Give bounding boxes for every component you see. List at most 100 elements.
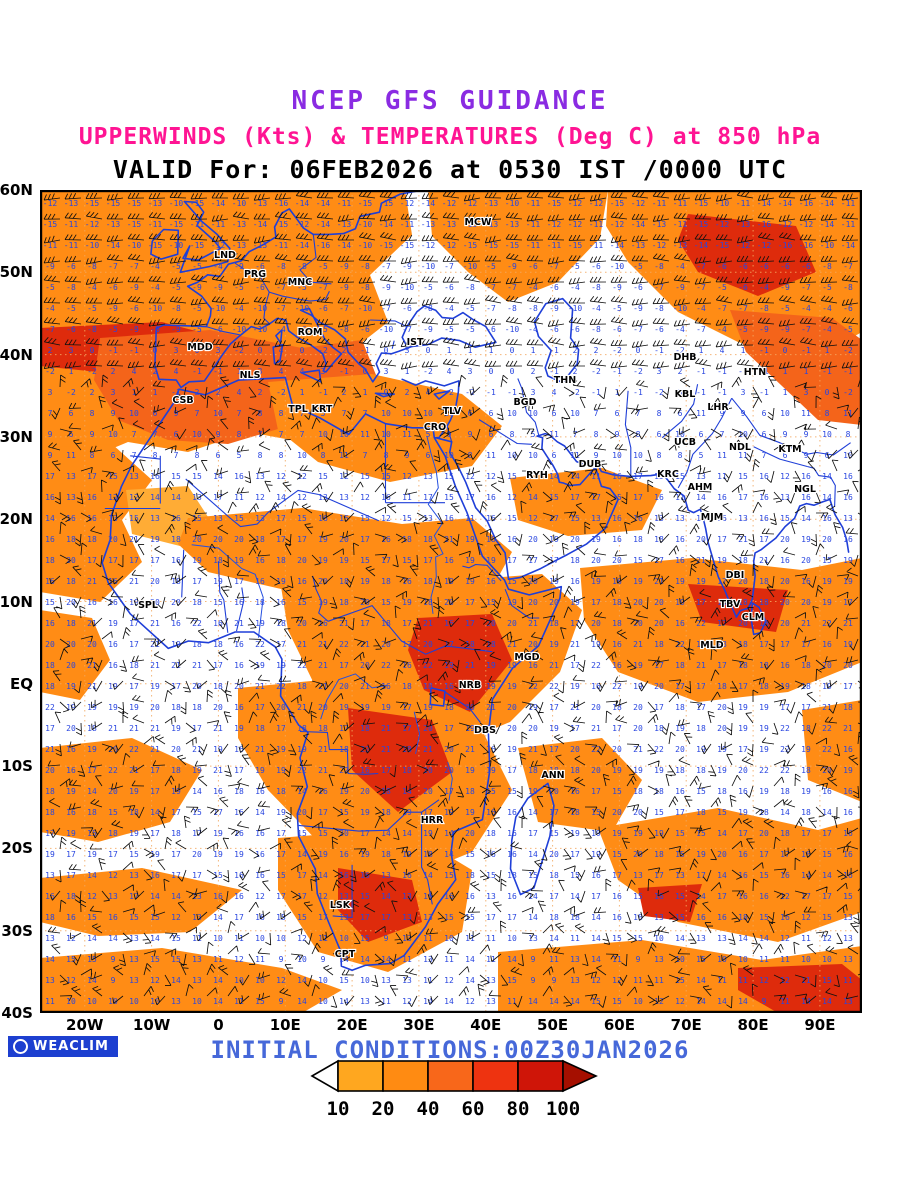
svg-text:10: 10 <box>675 955 685 964</box>
svg-text:18: 18 <box>276 619 286 628</box>
svg-text:12: 12 <box>381 514 391 523</box>
svg-text:21: 21 <box>528 745 538 754</box>
svg-text:-6: -6 <box>528 262 538 271</box>
svg-text:11: 11 <box>402 493 412 502</box>
svg-text:-10: -10 <box>463 262 478 271</box>
svg-text:-5: -5 <box>780 304 790 313</box>
svg-text:7: 7 <box>342 409 347 418</box>
svg-text:16: 16 <box>612 472 622 481</box>
svg-text:18: 18 <box>423 598 433 607</box>
svg-text:20: 20 <box>465 829 475 838</box>
svg-text:10: 10 <box>192 997 202 1006</box>
svg-text:17: 17 <box>570 619 580 628</box>
svg-text:17: 17 <box>402 703 412 712</box>
svg-text:13: 13 <box>423 514 433 523</box>
svg-text:19: 19 <box>360 850 370 859</box>
svg-text:13: 13 <box>570 976 580 985</box>
svg-text:12: 12 <box>66 976 76 985</box>
svg-text:13: 13 <box>486 997 496 1006</box>
svg-text:2: 2 <box>216 388 221 397</box>
svg-text:-10: -10 <box>568 304 583 313</box>
svg-text:19: 19 <box>213 850 223 859</box>
svg-text:15: 15 <box>297 829 307 838</box>
svg-text:17: 17 <box>801 829 811 838</box>
svg-text:16: 16 <box>843 493 853 502</box>
svg-text:19: 19 <box>423 703 433 712</box>
svg-text:18: 18 <box>297 724 307 733</box>
svg-text:-1: -1 <box>759 388 769 397</box>
svg-text:16: 16 <box>171 619 181 628</box>
svg-text:20: 20 <box>339 535 349 544</box>
svg-text:19: 19 <box>549 640 559 649</box>
svg-text:18: 18 <box>801 766 811 775</box>
svg-text:7: 7 <box>300 409 305 418</box>
svg-text:13: 13 <box>129 472 139 481</box>
svg-text:13: 13 <box>402 913 412 922</box>
svg-text:-8: -8 <box>507 304 517 313</box>
svg-text:18: 18 <box>717 682 727 691</box>
country-borders <box>104 234 851 919</box>
svg-text:17: 17 <box>822 829 832 838</box>
svg-text:19: 19 <box>843 640 853 649</box>
city-label: MGD <box>514 652 539 663</box>
svg-text:-2: -2 <box>843 388 853 397</box>
svg-text:-4: -4 <box>150 283 160 292</box>
svg-text:-5: -5 <box>192 304 202 313</box>
svg-text:-1: -1 <box>213 367 223 376</box>
svg-text:11: 11 <box>423 976 433 985</box>
svg-text:17: 17 <box>381 556 391 565</box>
svg-text:20: 20 <box>150 577 160 586</box>
svg-text:15: 15 <box>612 493 622 502</box>
svg-text:5: 5 <box>237 451 242 460</box>
svg-text:16: 16 <box>738 850 748 859</box>
svg-text:-15: -15 <box>694 220 709 229</box>
svg-text:10: 10 <box>234 976 244 985</box>
svg-text:16: 16 <box>234 661 244 670</box>
svg-text:19: 19 <box>87 850 97 859</box>
svg-text:20: 20 <box>738 577 748 586</box>
svg-text:14: 14 <box>759 934 769 943</box>
svg-text:19: 19 <box>297 745 307 754</box>
legend-value: 100 <box>546 1098 580 1120</box>
svg-text:-13: -13 <box>232 241 247 250</box>
svg-text:22: 22 <box>129 745 139 754</box>
svg-text:0: 0 <box>258 346 263 355</box>
svg-text:-1: -1 <box>507 388 517 397</box>
svg-text:17: 17 <box>780 703 790 712</box>
svg-text:3: 3 <box>531 388 536 397</box>
svg-text:12: 12 <box>402 997 412 1006</box>
svg-text:15: 15 <box>129 913 139 922</box>
svg-text:19: 19 <box>759 703 769 712</box>
svg-text:-8: -8 <box>150 325 160 334</box>
svg-text:21: 21 <box>87 682 97 691</box>
svg-text:18: 18 <box>738 556 748 565</box>
svg-text:10: 10 <box>528 409 538 418</box>
svg-text:19: 19 <box>339 787 349 796</box>
svg-text:16: 16 <box>318 787 328 796</box>
svg-text:19: 19 <box>822 577 832 586</box>
svg-text:-14: -14 <box>316 199 331 208</box>
svg-text:-15: -15 <box>106 199 121 208</box>
svg-text:16: 16 <box>696 913 706 922</box>
svg-text:7: 7 <box>636 409 641 418</box>
svg-text:-10: -10 <box>400 283 415 292</box>
svg-text:-13: -13 <box>421 220 436 229</box>
svg-text:7: 7 <box>762 451 767 460</box>
svg-text:18: 18 <box>129 661 139 670</box>
svg-text:17: 17 <box>654 871 664 880</box>
svg-text:19: 19 <box>486 682 496 691</box>
svg-text:16: 16 <box>423 892 433 901</box>
svg-text:10: 10 <box>255 934 265 943</box>
svg-text:17: 17 <box>738 493 748 502</box>
svg-text:11: 11 <box>654 976 664 985</box>
svg-text:17: 17 <box>570 493 580 502</box>
svg-text:20: 20 <box>339 682 349 691</box>
svg-text:18: 18 <box>507 871 517 880</box>
svg-text:16: 16 <box>465 682 475 691</box>
svg-text:15: 15 <box>633 556 643 565</box>
svg-text:-14: -14 <box>106 241 121 250</box>
svg-text:15: 15 <box>339 514 349 523</box>
svg-text:15: 15 <box>612 934 622 943</box>
svg-text:20: 20 <box>108 535 118 544</box>
svg-text:-6: -6 <box>801 262 811 271</box>
